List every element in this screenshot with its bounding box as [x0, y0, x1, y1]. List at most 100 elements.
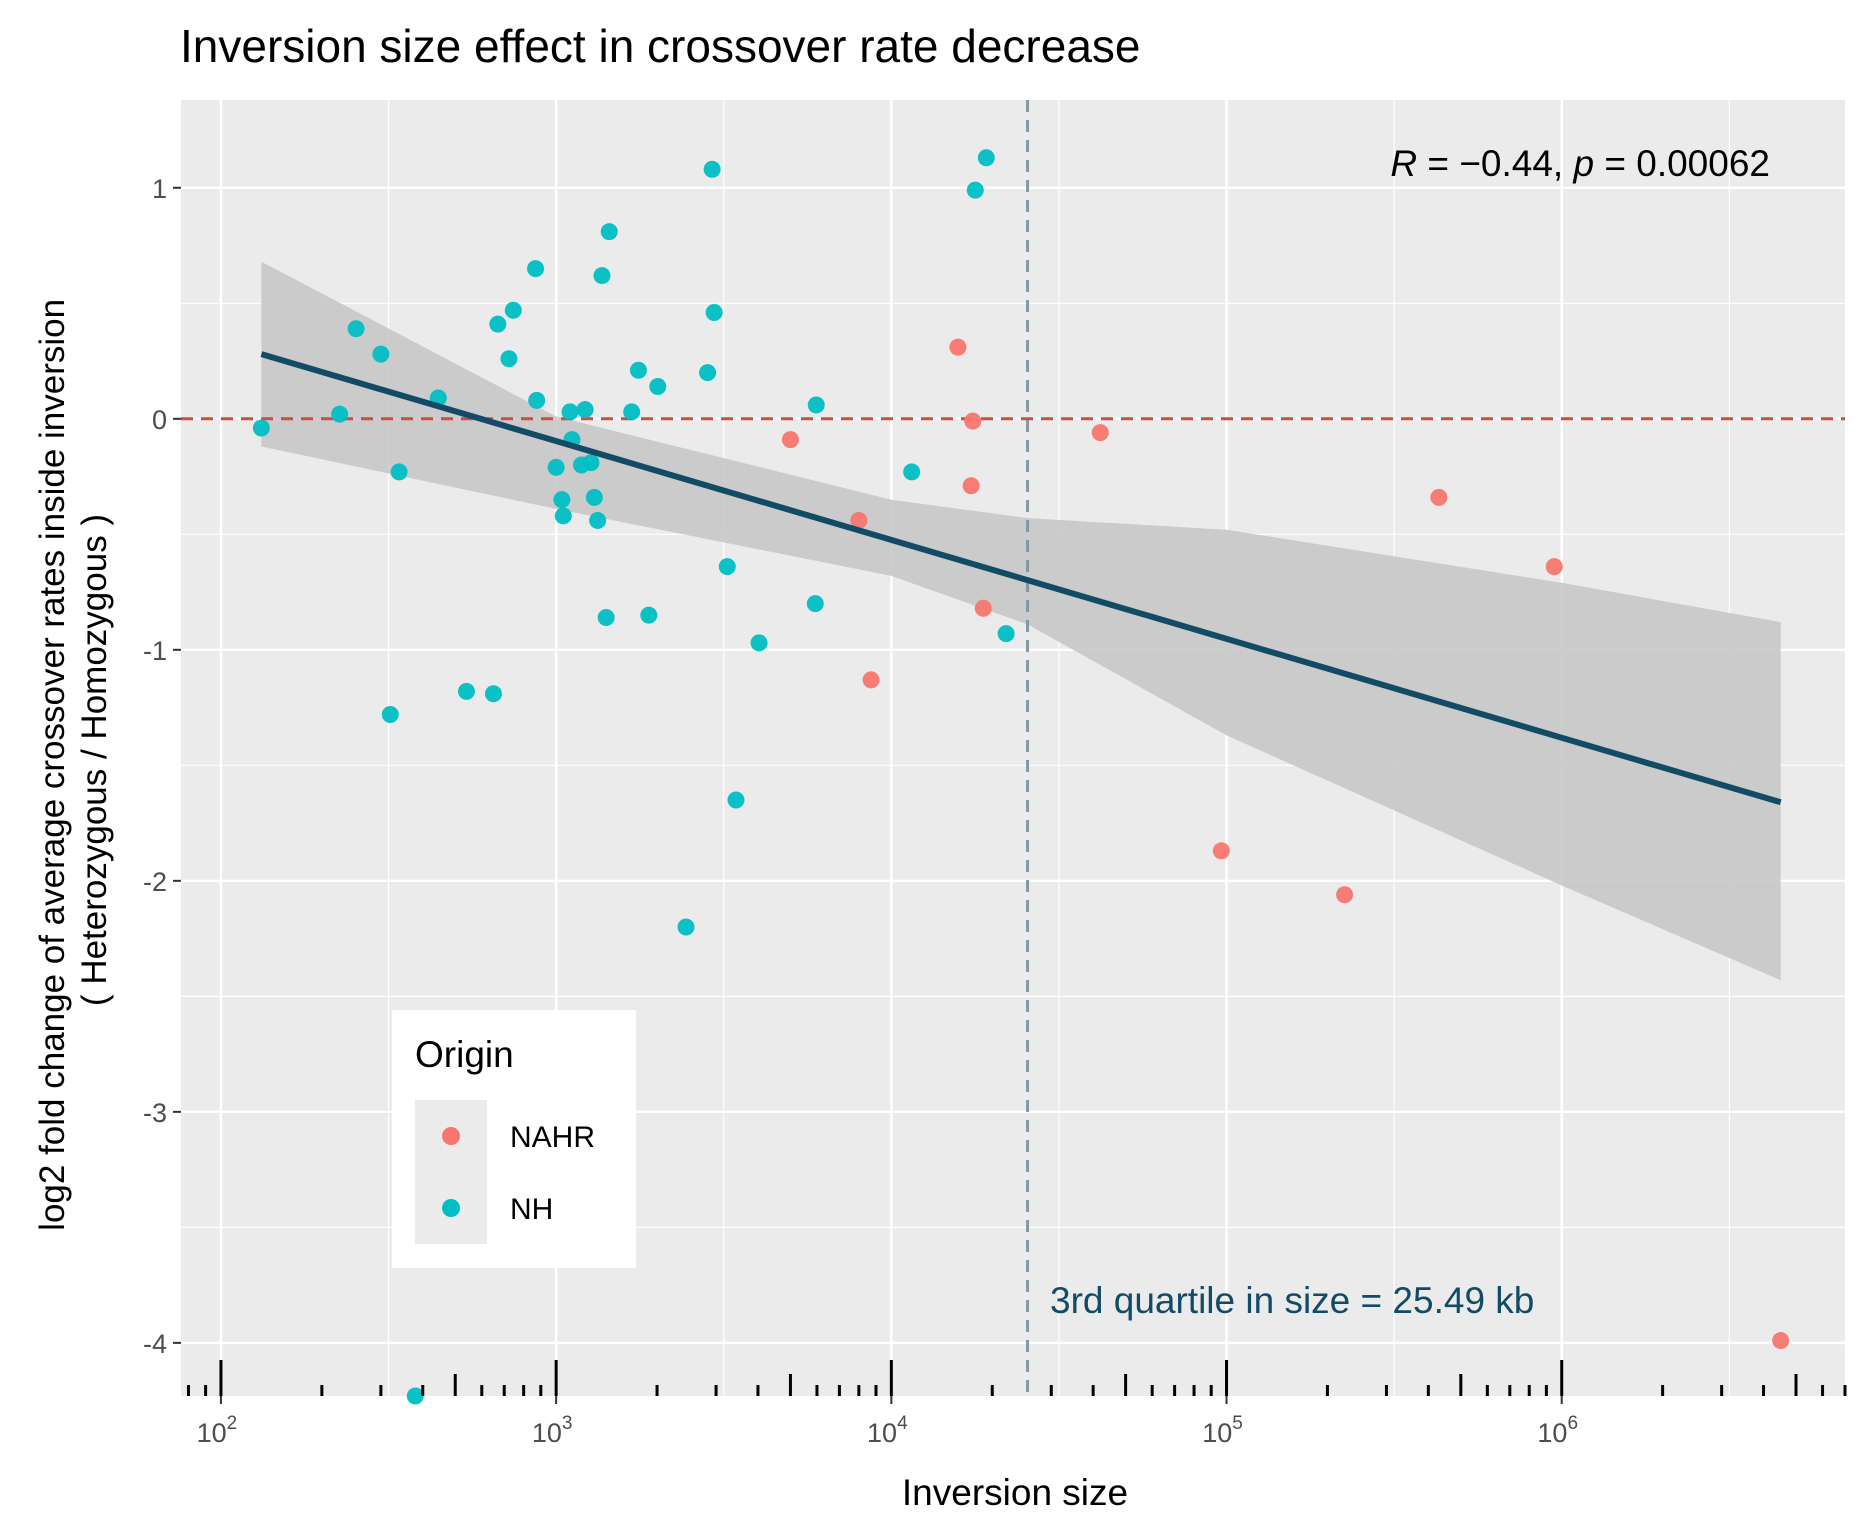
legend-key-nahr: [442, 1127, 460, 1145]
x-tick-exponent: 5: [1232, 1413, 1243, 1434]
data-point-nh: [589, 511, 607, 529]
y-tick-label: -4: [143, 1329, 167, 1359]
data-point-nahr: [962, 477, 980, 495]
r-symbol: R: [1390, 143, 1417, 184]
x-tick-exponent: 3: [562, 1413, 573, 1434]
data-point-nh: [629, 361, 647, 379]
x-tick-label: 102: [197, 1413, 238, 1448]
data-point-nh: [585, 488, 603, 506]
data-point-nahr: [1430, 488, 1448, 506]
data-point-nh: [381, 706, 399, 724]
x-axis-label: Inversion size: [902, 1472, 1128, 1513]
data-point-nh: [718, 558, 736, 576]
data-point-nahr: [1545, 558, 1563, 576]
chart-title: Inversion size effect in crossover rate …: [180, 20, 1141, 72]
legend-label-nh: NH: [510, 1193, 553, 1226]
data-point-nh: [977, 149, 995, 167]
x-tick-label: 104: [867, 1413, 908, 1448]
data-point-nahr: [1212, 842, 1230, 860]
data-point-nh: [252, 419, 270, 437]
data-point-nh: [966, 181, 984, 199]
x-tick-label: 106: [1537, 1413, 1578, 1448]
x-tick-base: 10: [532, 1418, 562, 1448]
y-axis-label-line-1: log2 fold change of average crossover ra…: [33, 299, 72, 1231]
data-point-nh: [593, 267, 611, 285]
data-point-nahr: [949, 338, 967, 356]
correlation-annotation: R = −0.44, p = 0.00062: [1390, 143, 1770, 184]
data-point-nh: [457, 682, 475, 700]
data-point-nh: [528, 391, 546, 409]
y-axis-label-line-2: ( Heterozygous / Homozygous ): [75, 514, 114, 1006]
y-tick-label: -3: [143, 1098, 167, 1128]
data-point-nh: [750, 634, 768, 652]
y-axis-label: log2 fold change of average crossover ra…: [33, 289, 114, 1231]
data-point-nh: [597, 608, 615, 626]
regression-line: [260, 351, 1782, 806]
data-point-nh: [390, 463, 408, 481]
data-point-nh: [504, 301, 522, 319]
data-point-nahr: [862, 671, 880, 689]
p-symbol: p: [1573, 143, 1595, 184]
x-tick-base: 10: [1537, 1418, 1567, 1448]
data-point-nh: [582, 454, 600, 472]
data-point-nh: [806, 595, 824, 613]
y-tick-label: -1: [143, 636, 167, 666]
data-point-nh: [500, 350, 518, 368]
x-tick-exponent: 6: [1567, 1413, 1578, 1434]
data-point-nh: [807, 396, 825, 414]
data-point-nh: [372, 345, 390, 363]
data-point-nh: [703, 160, 721, 178]
minor-grid: [181, 100, 1845, 1396]
y-axis-ticks: 1 0 -1 -2 -3 -4: [143, 174, 181, 1359]
data-points: [252, 149, 1790, 1405]
data-point-nh: [677, 918, 695, 936]
x-tick-exponent: 4: [897, 1413, 908, 1434]
data-point-nahr: [1772, 1332, 1790, 1350]
data-point-nh: [406, 1387, 424, 1405]
data-point-nh: [997, 625, 1015, 643]
y-tick-label: -2: [143, 867, 167, 897]
x-tick-base: 10: [867, 1418, 897, 1448]
data-point-nahr: [1336, 886, 1354, 904]
confidence-band: [261, 261, 1781, 981]
legend-key-nh: [442, 1199, 460, 1217]
x-tick-label: 105: [1202, 1413, 1243, 1448]
data-point-nh: [553, 491, 571, 509]
x-tick-base: 10: [1202, 1418, 1232, 1448]
data-point-nh: [600, 223, 618, 241]
data-point-nh: [699, 364, 717, 382]
data-point-nh: [649, 377, 667, 395]
log-tick-rug: [186, 1360, 1847, 1396]
y-tick-label: 0: [152, 405, 167, 435]
p-value: = 0.00062: [1594, 143, 1770, 184]
data-point-nh: [527, 260, 545, 278]
legend: Origin NAHR NH: [392, 1010, 636, 1268]
data-point-nh: [903, 463, 921, 481]
data-point-nahr: [964, 412, 982, 430]
data-point-nh: [576, 401, 594, 419]
data-point-nh: [331, 405, 349, 423]
x-tick-base: 10: [197, 1418, 227, 1448]
data-point-nh: [623, 403, 641, 421]
x-axis-ticks: 102 103 104 105 106: [197, 1396, 1578, 1448]
r-value: = −0.44,: [1417, 143, 1573, 184]
data-point-nh: [640, 606, 658, 624]
data-point-nahr: [974, 599, 992, 617]
data-point-nh: [484, 685, 502, 703]
data-point-nh: [347, 320, 365, 338]
quartile-annotation: 3rd quartile in size = 25.49 kb: [1050, 1280, 1534, 1321]
y-tick-label: 1: [152, 174, 167, 204]
data-point-nh: [727, 791, 745, 809]
legend-title: Origin: [415, 1034, 514, 1075]
data-point-nh: [705, 304, 723, 322]
data-point-nh: [561, 403, 579, 421]
data-point-nahr: [781, 431, 799, 449]
data-point-nh: [489, 315, 507, 333]
data-point-nahr: [1091, 424, 1109, 442]
data-point-nh: [554, 507, 572, 525]
legend-label-nahr: NAHR: [510, 1121, 595, 1154]
x-tick-exponent: 2: [227, 1413, 238, 1434]
data-point-nh: [547, 458, 565, 476]
x-tick-label: 103: [532, 1413, 573, 1448]
